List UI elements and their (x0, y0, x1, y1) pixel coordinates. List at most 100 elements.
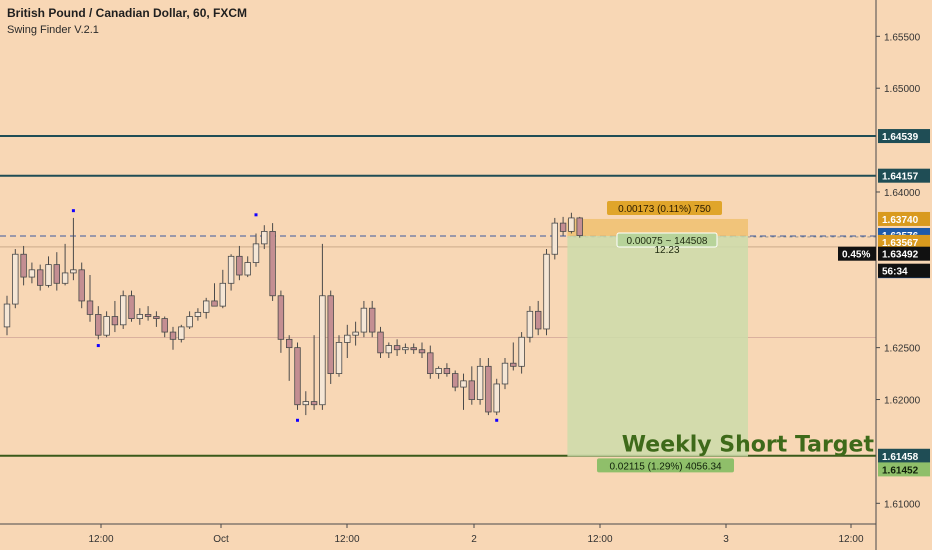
candle (269, 223, 276, 301)
candle (568, 212, 575, 234)
candle-body (78, 269, 85, 302)
time-tick-label: 2 (471, 534, 477, 545)
candle-body (451, 373, 459, 388)
candle-body (501, 362, 509, 385)
candle (161, 316, 168, 338)
price-badge-box (878, 462, 930, 477)
price-tick-label: 1.61000 (884, 499, 921, 510)
candle-body (551, 222, 558, 255)
candle (427, 345, 434, 379)
candle-body (559, 222, 567, 232)
price-badge[interactable]: 1.64539 (878, 129, 930, 144)
candle-body (261, 231, 268, 245)
candle-body (518, 336, 525, 367)
price-badge[interactable]: 1.63567 (878, 234, 930, 249)
time-tick-label: 12:00 (334, 534, 359, 545)
candle-body (95, 314, 102, 336)
candle-body (178, 326, 185, 340)
candle-body (510, 362, 517, 367)
candle-body (103, 316, 110, 336)
ratio-label: 12.23 (654, 245, 679, 256)
candle-body (144, 314, 152, 317)
price-badge-text: 1.63740 (882, 215, 919, 226)
price-badge-box (878, 168, 930, 183)
price-badge[interactable]: 1.63740 (878, 211, 930, 226)
candle-body (161, 318, 168, 333)
time-tick-label: 12:00 (838, 534, 863, 545)
price-badge[interactable]: 1.61452 (878, 462, 930, 477)
price-badge[interactable]: 1.61458 (878, 448, 930, 463)
price-badge-text: 1.64539 (882, 132, 919, 143)
candle (335, 335, 343, 377)
price-badge-text: 1.63492 (882, 250, 919, 261)
pnl-label[interactable]: 0.00075 ~ 144508 (616, 232, 718, 248)
candle-body (576, 217, 583, 236)
candle-body (485, 365, 492, 413)
candle-body (535, 310, 542, 330)
candle-body (377, 331, 384, 354)
candle-body (310, 401, 318, 406)
candle-body (61, 272, 69, 284)
profit-zone (567, 235, 748, 457)
candle (443, 363, 451, 377)
candle (45, 256, 52, 288)
candle (319, 243, 326, 410)
candle (526, 306, 534, 343)
candle-body (186, 316, 193, 328)
candle-body (435, 367, 442, 374)
candle-body (294, 347, 301, 406)
swing-point-marker (96, 344, 100, 348)
candle (128, 290, 135, 322)
price-badge[interactable]: 1.63492 (878, 246, 930, 261)
candle-body (427, 352, 434, 374)
price-tick-label: 1.64000 (884, 188, 921, 199)
candle-body (70, 269, 77, 274)
candle-body (319, 295, 326, 406)
candle (78, 262, 85, 309)
candle (559, 216, 567, 236)
candle (20, 245, 27, 286)
candle (352, 321, 359, 346)
percent-tag-text: 0.45% (842, 250, 870, 261)
target-label[interactable]: 0.02115 (1.29%) 4056.34 (597, 458, 734, 473)
candle-body (227, 255, 235, 284)
candle-body (360, 307, 368, 333)
candle-body (53, 264, 60, 284)
price-badge[interactable]: 1.64157 (878, 168, 930, 183)
stop-label-text: 0.00173 (0.11%) 750 (618, 204, 711, 215)
countdown-badge-text: 56:34 (882, 267, 908, 278)
candle (261, 225, 268, 250)
candle (120, 290, 127, 329)
candle (211, 283, 218, 307)
candle-body (385, 345, 392, 354)
candle (310, 335, 318, 410)
countdown-badge[interactable]: 56:34 (878, 263, 930, 278)
price-badge-box (878, 234, 930, 249)
candle-body (402, 347, 409, 351)
candle-body (12, 253, 19, 305)
candle (252, 233, 260, 267)
candle (236, 245, 243, 281)
candle (111, 300, 119, 333)
stop-label[interactable]: 0.00173 (0.11%) 750 (607, 200, 722, 215)
candle (435, 366, 442, 379)
time-tick-label: Oct (213, 534, 229, 545)
candle (186, 311, 193, 329)
candle-body (335, 342, 343, 374)
percent-tag[interactable]: 0.45% (838, 246, 876, 261)
candle (285, 335, 293, 381)
candle (12, 249, 19, 309)
candle (28, 262, 36, 284)
candle (377, 326, 384, 359)
candle (61, 243, 69, 286)
candle-body (45, 264, 52, 286)
target-label-box (597, 458, 734, 473)
candle (510, 342, 517, 371)
price-badge-text: 1.61458 (882, 452, 919, 463)
candle (368, 300, 376, 338)
candle-body (476, 365, 484, 400)
candle (144, 306, 152, 321)
